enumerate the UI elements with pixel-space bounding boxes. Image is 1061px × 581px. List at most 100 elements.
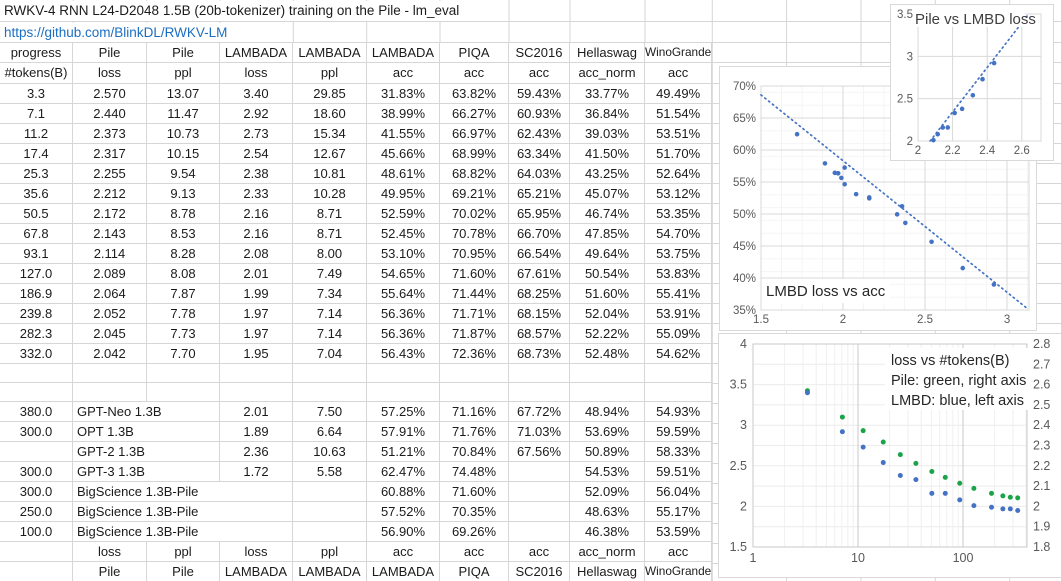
cell[interactable] bbox=[73, 364, 147, 383]
cell[interactable]: LAMBADA bbox=[367, 562, 440, 581]
cell[interactable]: 29.85 bbox=[293, 84, 367, 104]
cell[interactable]: 41.50% bbox=[570, 144, 645, 164]
cell[interactable]: 48.94% bbox=[570, 402, 645, 422]
cell[interactable]: 56.90% bbox=[367, 522, 440, 542]
cell[interactable]: 2.172 bbox=[73, 204, 147, 224]
cell[interactable]: 65.95% bbox=[509, 204, 570, 224]
cell[interactable]: 56.43% bbox=[367, 344, 440, 364]
cell[interactable]: 68.73% bbox=[509, 344, 570, 364]
cell[interactable]: 62.43% bbox=[509, 124, 570, 144]
cell[interactable]: 8.71 bbox=[293, 204, 367, 224]
cell[interactable]: ppl bbox=[293, 542, 367, 562]
cell[interactable]: 2.373 bbox=[73, 124, 147, 144]
cell[interactable]: 8.00 bbox=[293, 244, 367, 264]
cell[interactable]: 33.77% bbox=[570, 84, 645, 104]
cell[interactable] bbox=[367, 383, 440, 402]
cell-model-name[interactable]: BigScience 1.3B-Pile bbox=[73, 482, 293, 502]
cell[interactable]: 39.03% bbox=[570, 124, 645, 144]
cell[interactable]: 70.78% bbox=[440, 224, 509, 244]
cell[interactable]: 7.1 bbox=[0, 104, 73, 124]
cell[interactable]: 71.16% bbox=[440, 402, 509, 422]
cell[interactable]: acc bbox=[645, 63, 713, 84]
cell-model-name[interactable]: GPT-2 1.3B bbox=[73, 442, 220, 462]
cell[interactable]: 71.03% bbox=[509, 422, 570, 442]
cell[interactable]: 66.70% bbox=[509, 224, 570, 244]
cell[interactable]: ppl bbox=[147, 63, 220, 84]
cell[interactable] bbox=[509, 462, 570, 482]
cell[interactable] bbox=[645, 383, 713, 402]
cell[interactable]: 2.73 bbox=[220, 124, 293, 144]
cell[interactable]: LAMBADA bbox=[220, 562, 293, 581]
cell[interactable]: 71.71% bbox=[440, 304, 509, 324]
cell[interactable]: 52.48% bbox=[570, 344, 645, 364]
cell[interactable]: 8.78 bbox=[147, 204, 220, 224]
cell[interactable]: 25.3 bbox=[0, 164, 73, 184]
cell[interactable]: 68.15% bbox=[509, 304, 570, 324]
cell[interactable]: 2.570 bbox=[73, 84, 147, 104]
cell[interactable]: 7.73 bbox=[147, 324, 220, 344]
cell[interactable]: 1.97 bbox=[220, 324, 293, 344]
cell[interactable]: 100.0 bbox=[0, 522, 73, 542]
cell[interactable]: 38.99% bbox=[367, 104, 440, 124]
cell[interactable]: acc bbox=[509, 63, 570, 84]
cell[interactable]: 46.74% bbox=[570, 204, 645, 224]
cell[interactable]: 2.01 bbox=[220, 402, 293, 422]
cell[interactable]: 8.53 bbox=[147, 224, 220, 244]
chart-loss-vs-tokens[interactable]: 1 10 100 1.5 2 2.5 3 3.5 4 1.8 1.9 2 2.1 2.2 2.3 2.4 2.5… bbox=[718, 333, 1061, 578]
cell[interactable]: 31.83% bbox=[367, 84, 440, 104]
cell[interactable]: 51.70% bbox=[645, 144, 713, 164]
cell[interactable]: 9.13 bbox=[147, 184, 220, 204]
cell-model-name[interactable]: BigScience 1.3B-Pile bbox=[73, 522, 293, 542]
cell[interactable]: 41.55% bbox=[367, 124, 440, 144]
cell[interactable]: 7.50 bbox=[293, 402, 367, 422]
cell[interactable]: 6.64 bbox=[293, 422, 367, 442]
cell[interactable]: 68.25% bbox=[509, 284, 570, 304]
cell-model-name[interactable]: GPT-3 1.3B bbox=[73, 462, 220, 482]
cell[interactable]: 53.35% bbox=[645, 204, 713, 224]
cell[interactable] bbox=[509, 364, 570, 383]
cell[interactable]: 70.02% bbox=[440, 204, 509, 224]
cell[interactable]: 300.0 bbox=[0, 482, 73, 502]
cell[interactable] bbox=[147, 383, 220, 402]
cell[interactable]: acc bbox=[440, 63, 509, 84]
cell[interactable]: 332.0 bbox=[0, 344, 73, 364]
cell[interactable]: 50.89% bbox=[570, 442, 645, 462]
cell[interactable] bbox=[509, 383, 570, 402]
cell[interactable]: 17.4 bbox=[0, 144, 73, 164]
cell[interactable]: 71.87% bbox=[440, 324, 509, 344]
cell[interactable]: 66.97% bbox=[440, 124, 509, 144]
cell[interactable]: 50.5 bbox=[0, 204, 73, 224]
cell[interactable] bbox=[509, 482, 570, 502]
cell-model-name[interactable]: BigScience 1.3B-Pile bbox=[73, 502, 293, 522]
cell[interactable] bbox=[0, 383, 73, 402]
cell[interactable]: 71.44% bbox=[440, 284, 509, 304]
cell[interactable]: 7.49 bbox=[293, 264, 367, 284]
cell[interactable] bbox=[509, 522, 570, 542]
cell[interactable]: acc bbox=[440, 542, 509, 562]
cell[interactable]: LAMBADA bbox=[220, 43, 293, 63]
cell[interactable]: 53.75% bbox=[645, 244, 713, 264]
cell[interactable]: 52.09% bbox=[570, 482, 645, 502]
cell[interactable]: 51.60% bbox=[570, 284, 645, 304]
cell[interactable]: 13.07 bbox=[147, 84, 220, 104]
cell[interactable] bbox=[645, 364, 713, 383]
cell[interactable] bbox=[147, 364, 220, 383]
cell[interactable]: 67.72% bbox=[509, 402, 570, 422]
cell[interactable]: LAMBADA bbox=[293, 562, 367, 581]
cell[interactable]: 8.28 bbox=[147, 244, 220, 264]
cell[interactable]: 2.440 bbox=[73, 104, 147, 124]
cell[interactable]: 56.36% bbox=[367, 304, 440, 324]
cell[interactable] bbox=[0, 542, 73, 562]
cell[interactable]: #tokens(B) bbox=[0, 63, 73, 84]
cell[interactable]: 2.38 bbox=[220, 164, 293, 184]
cell[interactable]: 59.59% bbox=[645, 422, 713, 442]
cell[interactable]: 51.21% bbox=[367, 442, 440, 462]
cell[interactable]: 35.6 bbox=[0, 184, 73, 204]
cell[interactable]: Pile bbox=[73, 43, 147, 63]
cell[interactable]: 300.0 bbox=[0, 422, 73, 442]
cell[interactable]: Hellaswag bbox=[570, 43, 645, 63]
cell[interactable]: 45.07% bbox=[570, 184, 645, 204]
cell[interactable]: 2.16 bbox=[220, 224, 293, 244]
cell[interactable] bbox=[293, 482, 367, 502]
cell[interactable]: 36.84% bbox=[570, 104, 645, 124]
